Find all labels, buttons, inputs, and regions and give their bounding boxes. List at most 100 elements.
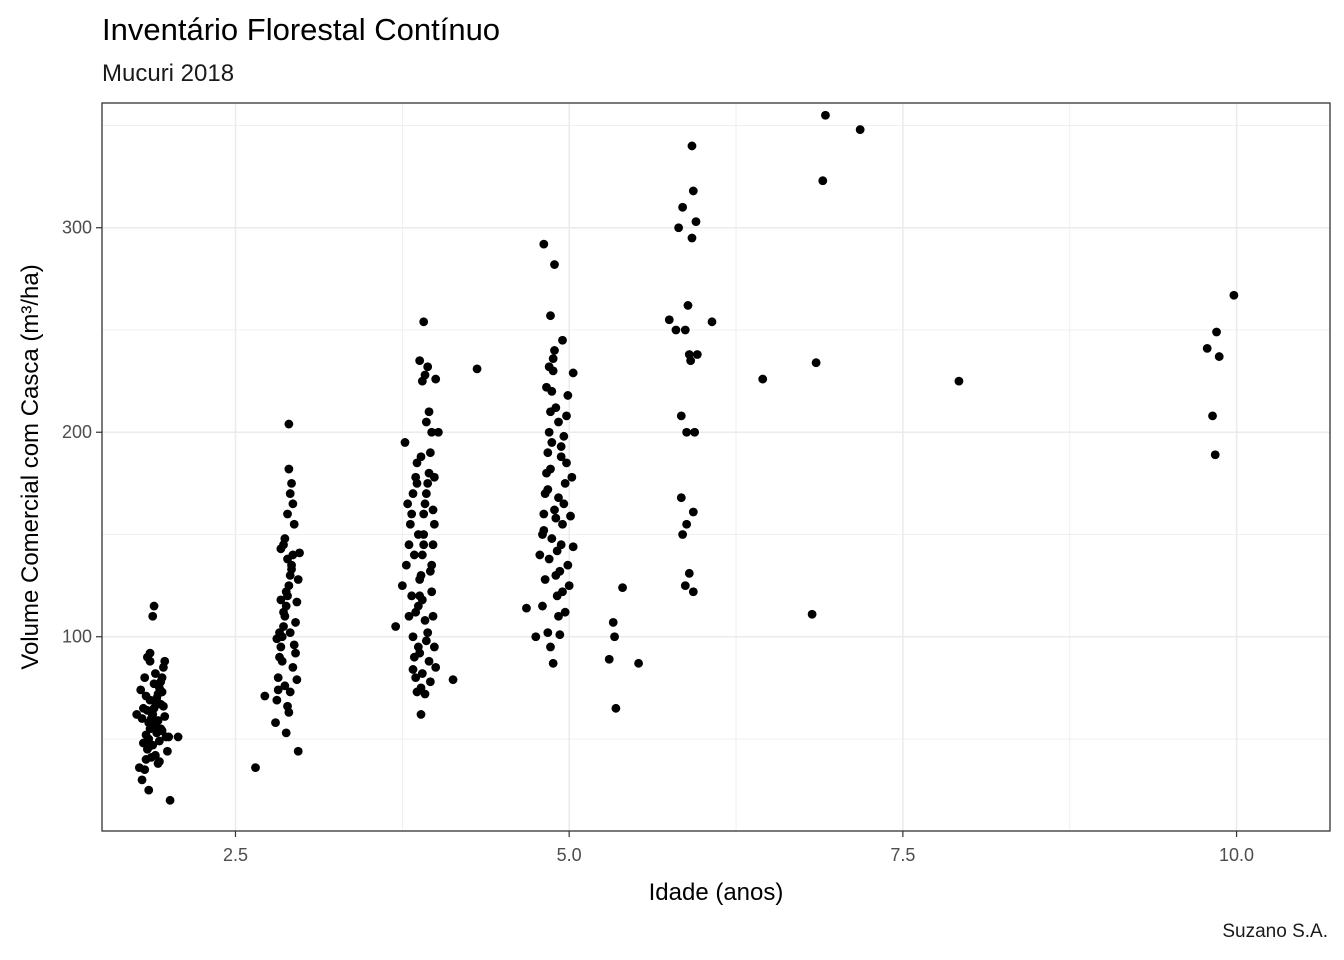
- data-point: [419, 317, 429, 327]
- data-point: [173, 732, 183, 742]
- data-point: [610, 632, 619, 642]
- data-point: [160, 712, 170, 721]
- data-point: [411, 673, 421, 683]
- data-point: [421, 417, 431, 427]
- chart-title: Inventário Florestal Contínuo: [102, 12, 501, 47]
- data-point: [416, 710, 426, 719]
- data-point: [148, 722, 158, 732]
- data-point: [273, 673, 283, 683]
- data-point: [425, 566, 435, 576]
- data-point: [413, 530, 423, 539]
- data-point: [564, 581, 574, 591]
- data-point: [556, 452, 566, 462]
- data-point: [1212, 327, 1221, 337]
- data-point: [1208, 411, 1217, 421]
- data-point: [550, 260, 559, 269]
- data-point: [542, 382, 551, 392]
- data-point: [546, 464, 555, 474]
- data-point: [145, 648, 155, 658]
- data-point: [550, 505, 559, 515]
- data-point: [568, 542, 578, 552]
- chart-subtitle: Mucuri 2018: [102, 60, 235, 87]
- data-point: [531, 632, 541, 642]
- data-point: [540, 575, 550, 584]
- data-point: [552, 546, 562, 556]
- data-point: [429, 642, 439, 652]
- data-point: [554, 493, 563, 503]
- data-point: [472, 364, 482, 374]
- data-point: [149, 679, 159, 689]
- data-point: [423, 362, 433, 372]
- data-point: [251, 763, 260, 773]
- data-point: [160, 656, 170, 666]
- data-point: [563, 560, 573, 570]
- grid-lines: [102, 103, 1330, 831]
- data-point: [821, 110, 830, 120]
- data-point: [408, 489, 418, 498]
- data-point: [285, 628, 295, 638]
- data-point: [132, 710, 142, 719]
- data-point: [682, 427, 692, 437]
- data-point: [544, 362, 554, 372]
- data-point: [405, 519, 415, 529]
- data-point: [154, 736, 164, 746]
- data-point: [433, 427, 443, 437]
- data-point: [292, 675, 302, 685]
- data-point: [1210, 450, 1220, 460]
- data-point: [707, 317, 717, 327]
- data-point: [293, 746, 303, 756]
- data-point: [424, 656, 434, 666]
- data-point: [157, 687, 167, 697]
- data-point: [566, 511, 575, 521]
- data-point: [150, 669, 160, 678]
- data-point: [547, 438, 557, 447]
- data-point: [546, 642, 555, 652]
- data-point: [682, 519, 692, 529]
- data-point: [1202, 343, 1212, 353]
- data-point: [634, 658, 643, 668]
- data-point: [404, 540, 414, 550]
- data-point: [409, 550, 419, 560]
- data-point: [431, 663, 441, 672]
- data-point: [429, 472, 439, 482]
- data-point: [544, 554, 554, 564]
- data-point: [423, 628, 433, 638]
- data-point: [543, 448, 553, 458]
- data-point: [562, 458, 571, 468]
- y-tick-label: 300: [62, 218, 92, 238]
- data-point: [690, 427, 700, 437]
- data-point: [539, 525, 549, 535]
- data-point: [611, 703, 621, 713]
- data-point: [277, 656, 287, 666]
- data-point: [400, 438, 410, 447]
- data-point: [568, 368, 578, 378]
- data-point: [403, 499, 413, 509]
- data-point: [539, 239, 549, 249]
- x-axis-title: Idade (anos): [649, 879, 784, 906]
- data-point: [416, 452, 426, 462]
- data-point: [146, 752, 156, 762]
- data-point: [758, 374, 768, 384]
- data-point: [818, 176, 828, 186]
- data-point: [811, 358, 821, 368]
- data-point: [421, 636, 431, 646]
- data-point: [558, 519, 567, 529]
- data-point: [684, 568, 694, 578]
- data-point: [548, 354, 558, 364]
- data-point: [678, 202, 688, 212]
- data-point: [145, 656, 155, 666]
- data-point: [134, 763, 144, 773]
- data-point: [279, 607, 288, 617]
- data-point: [688, 587, 698, 597]
- data-point: [429, 519, 439, 529]
- data-point: [671, 325, 681, 335]
- data-point: [280, 681, 290, 691]
- data-point: [412, 478, 422, 488]
- data-point: [280, 534, 290, 543]
- data-point: [141, 691, 151, 701]
- data-point: [416, 683, 426, 693]
- data-point: [283, 509, 292, 519]
- data-point: [674, 223, 684, 233]
- data-point: [688, 507, 698, 517]
- data-point: [417, 550, 427, 560]
